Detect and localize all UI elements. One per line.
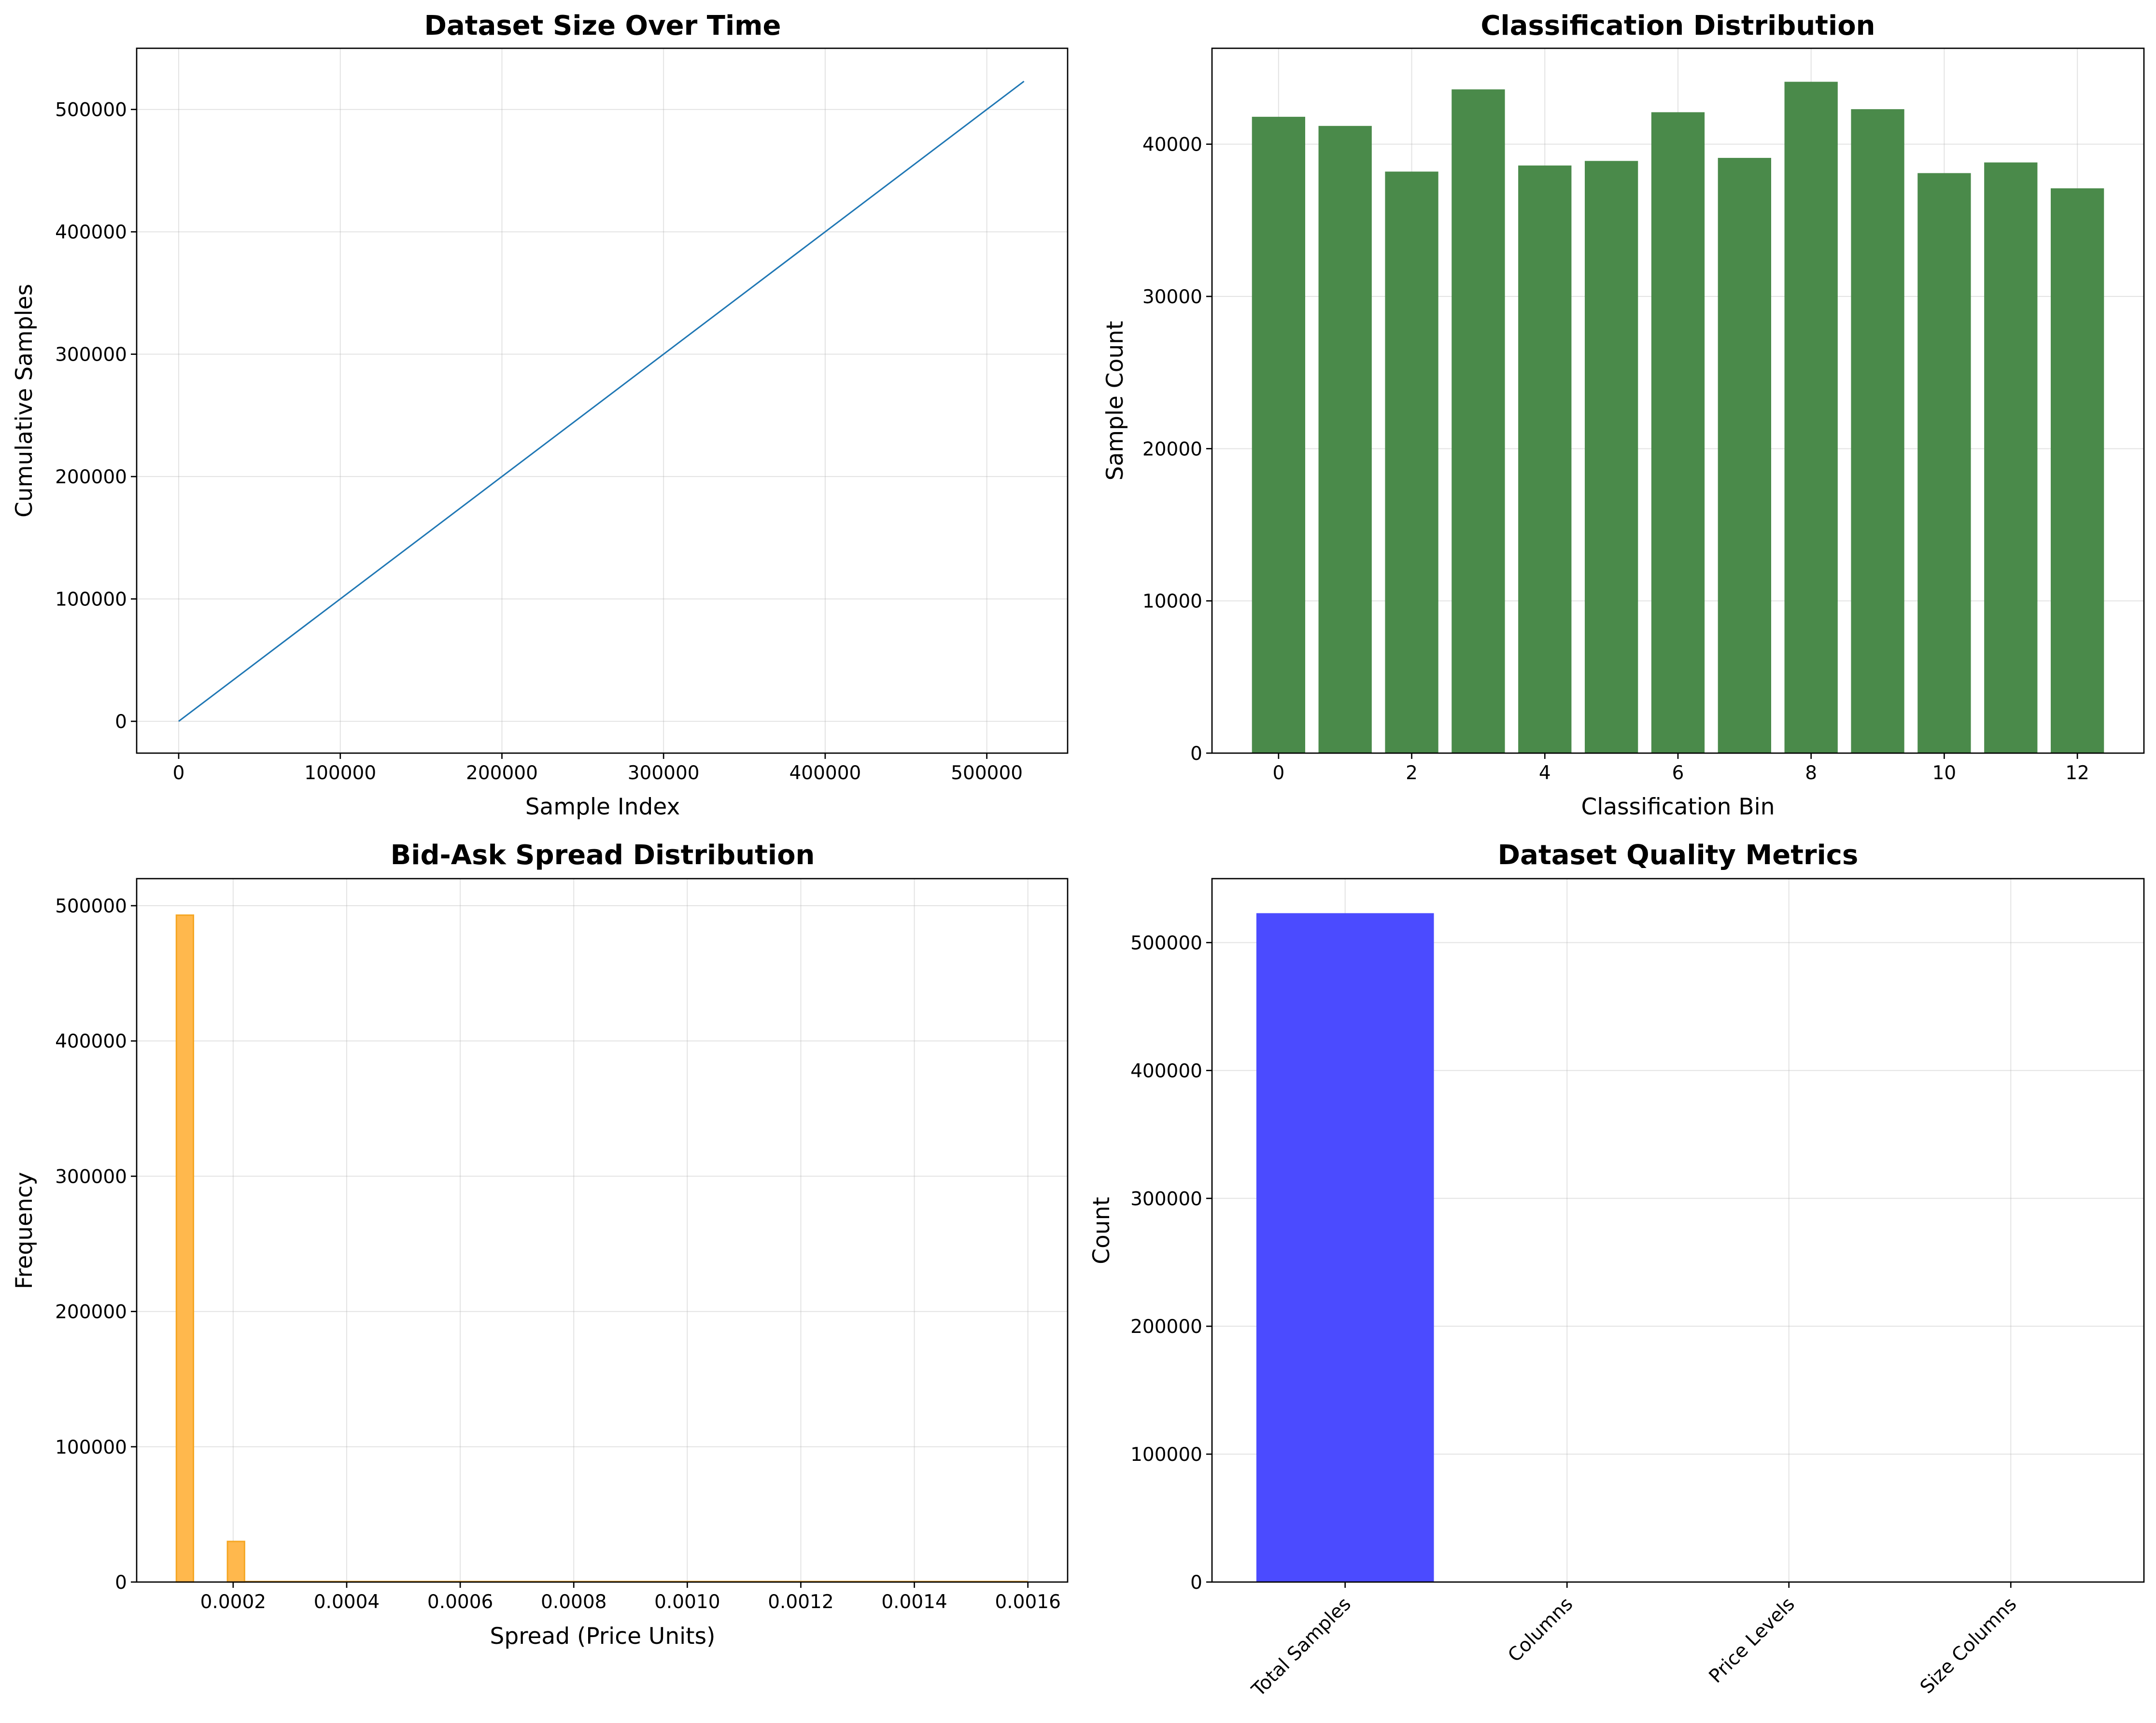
tick-labels: 0.0002 0.0004 0.0006 0.0008 0.0010 0.0012 0.00… — [55, 896, 1061, 1613]
bar — [1451, 89, 1505, 754]
y-tick-label: 300000 — [55, 1166, 127, 1188]
chart-title: Dataset Size Over Time — [424, 10, 781, 42]
y-tick-label: 0 — [115, 711, 127, 733]
panel-bid-ask-spread: Bid-Ask Spread Distribution 0.0002 0.0004… — [11, 840, 1069, 1650]
y-tick-label: 100000 — [55, 1437, 127, 1458]
x-axis-label: Sample Index — [525, 794, 680, 820]
y-tick-label: 0 — [115, 1572, 127, 1594]
y-tick-label: 400000 — [55, 222, 127, 243]
y-tick-label: 0 — [1190, 1572, 1202, 1594]
bar — [1252, 116, 1305, 754]
y-tick-label: 500000 — [55, 896, 127, 917]
x-tick-label: 4 — [1539, 762, 1551, 784]
axes-frame — [1211, 878, 2145, 1583]
y-tick-label: 200000 — [55, 466, 127, 488]
gridlines — [137, 48, 1068, 753]
bar — [1851, 109, 1904, 753]
bar — [1318, 126, 1372, 753]
x-tick-label: 8 — [1805, 762, 1817, 784]
y-tick-label: 100000 — [55, 589, 127, 611]
y-tick-label: 200000 — [55, 1302, 127, 1323]
x-tick-label: 0.0010 — [654, 1591, 720, 1613]
x-tick-label: 0.0012 — [768, 1591, 833, 1613]
y-tick-label: 20000 — [1142, 438, 1202, 460]
y-tick-label: 300000 — [55, 344, 127, 366]
y-tick-label: 300000 — [1130, 1188, 1202, 1210]
series-line — [178, 81, 1025, 722]
x-tick-label: 100000 — [304, 762, 376, 784]
panel-classification-distribution: Classification Distribution 0 2 4 6 8 10 12 0 10… — [1102, 10, 2145, 820]
bar — [1718, 158, 1771, 754]
bar — [1256, 913, 1434, 1582]
bar — [1585, 161, 1638, 754]
y-tick-label: 0 — [1190, 743, 1202, 765]
x-tick-label: 0.0014 — [881, 1591, 947, 1613]
bar — [1784, 82, 1838, 753]
chart-title: Bid-Ask Spread Distribution — [391, 840, 815, 871]
y-axis-label: Sample Count — [1102, 321, 1128, 481]
x-tick-label: 200000 — [466, 762, 538, 784]
y-tick-label: 200000 — [1130, 1316, 1202, 1338]
x-tick-label: 0.0008 — [541, 1591, 606, 1613]
x-tick-label: 300000 — [628, 762, 700, 784]
x-axis-label: Spread (Price Units) — [490, 1623, 716, 1650]
bar — [1651, 112, 1705, 754]
tick-labels: 0 100000 200000 300000 400000 500000 0 100000 20… — [55, 99, 1023, 784]
bar — [1518, 165, 1572, 754]
histogram-bar — [175, 914, 195, 1583]
chart-title: Dataset Quality Metrics — [1498, 840, 1859, 871]
axes-frame — [136, 47, 1069, 754]
y-tick-label: 10000 — [1142, 591, 1202, 613]
y-axis-label: Frequency — [11, 1172, 38, 1289]
y-tick-label: 400000 — [1130, 1060, 1202, 1082]
x-tick-label: 0 — [173, 762, 185, 784]
x-tick-label: 10 — [1932, 762, 1957, 784]
panel-dataset-size: Dataset Size Over Time 0 100000 200000 3000… — [11, 10, 1069, 820]
plot-area — [1252, 82, 2104, 754]
x-tick-label: 500000 — [951, 762, 1023, 784]
x-tick-label: 0.0002 — [200, 1591, 266, 1613]
bar — [1984, 162, 2038, 753]
y-tick-label: 500000 — [55, 99, 127, 121]
plot-area — [178, 81, 1025, 722]
tick-labels: 0 2 4 6 8 10 12 0 10000 20000 30000 40000 — [1142, 134, 2089, 784]
x-axis-label: Classification Bin — [1581, 794, 1775, 820]
y-tick-label: 100000 — [1130, 1444, 1202, 1466]
bar — [1385, 171, 1438, 754]
x-tick-label: 0.0016 — [995, 1591, 1060, 1613]
x-tick-label: 6 — [1672, 762, 1684, 784]
x-tick-label: 2 — [1406, 762, 1418, 784]
y-axis-label: Cumulative Samples — [11, 284, 38, 518]
x-tick-label: 0.0004 — [314, 1591, 380, 1613]
x-tick-label: 400000 — [789, 762, 861, 784]
y-axis-label: Count — [1088, 1197, 1115, 1264]
x-tick-label: 0.0006 — [427, 1591, 493, 1613]
y-tick-label: 500000 — [1130, 932, 1202, 954]
chart-title: Classification Distribution — [1480, 10, 1875, 42]
x-tick-label: 0 — [1272, 762, 1284, 784]
x-tick-label: 12 — [2065, 762, 2089, 784]
bar — [1917, 173, 1971, 754]
plot-area — [1256, 913, 1434, 1582]
y-tick-label: 400000 — [55, 1031, 127, 1052]
bar — [2051, 188, 2104, 753]
y-tick-label: 40000 — [1142, 134, 1202, 156]
y-tick-label: 30000 — [1142, 286, 1202, 308]
histogram-bar — [226, 1541, 245, 1583]
axes-frame — [136, 878, 1069, 1583]
